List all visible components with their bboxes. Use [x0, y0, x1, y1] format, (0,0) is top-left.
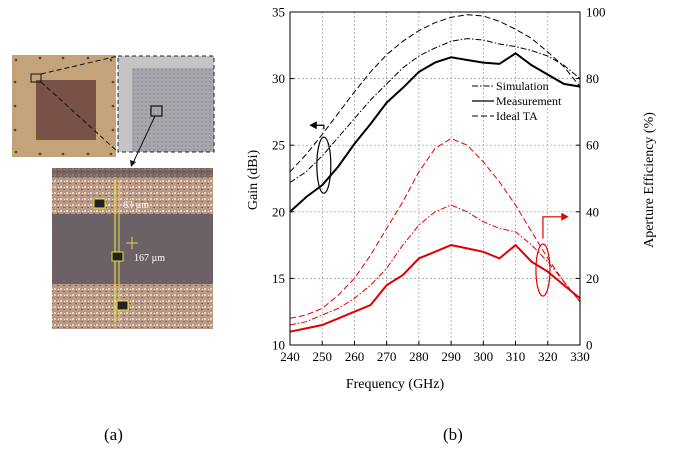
gain-arrow-line — [315, 124, 325, 130]
label-83um: 83 µm — [123, 200, 149, 211]
y-tick-label-right: 20 — [586, 271, 599, 286]
y-tick-label-left: 20 — [272, 204, 285, 219]
micro-arrow-line — [132, 115, 156, 164]
gain-curves-ellipse — [316, 136, 332, 194]
microscope-photo: 83 µm 167 µm — [52, 168, 213, 329]
panel-a-photos: 83 µm 167 µm — [0, 0, 225, 340]
y-tick-label-right: 40 — [586, 204, 599, 219]
plot-frame — [289, 11, 581, 346]
x-tick-label: 320 — [538, 349, 558, 364]
caption-a: (a) — [104, 425, 123, 444]
series-ideal-ta-gain — [289, 14, 581, 173]
y-tick-label-right: 80 — [586, 71, 599, 86]
axis-ticks: 240 250 260 270 280 290 300 310 320 3301015202530… — [272, 5, 606, 365]
x-tick-label: 250 — [312, 349, 332, 364]
x-tick-label: 330 — [570, 349, 590, 364]
zoom-connectors — [40, 55, 119, 153]
y-tick-label-left: 15 — [272, 271, 285, 286]
chart-series — [289, 14, 581, 333]
legend-label: Ideal TA — [496, 109, 538, 123]
screw-holes — [13, 56, 115, 156]
x-tick-label: 290 — [441, 349, 461, 364]
caption-b: (b) — [443, 425, 463, 444]
series-ideal-ta-efficiency — [289, 137, 581, 319]
y-tick-label-left: 35 — [272, 5, 285, 20]
y-tick-label-left: 10 — [272, 338, 285, 353]
plot-border — [289, 11, 581, 346]
x-tick-label: 260 — [345, 349, 365, 364]
chart-grid — [290, 12, 580, 345]
series-measurement-gain — [289, 52, 581, 213]
zoom-photo — [117, 55, 215, 153]
micro-arrow-head — [130, 160, 136, 167]
efficiency-arrow-head — [561, 212, 569, 221]
x-tick-label: 270 — [377, 349, 397, 364]
x-tick-label: 300 — [474, 349, 494, 364]
x-tick-label: 310 — [506, 349, 526, 364]
legend-label: Measurement — [496, 94, 562, 108]
y-tick-label-left: 25 — [272, 138, 285, 153]
series-measurement-efficiency — [289, 243, 581, 333]
y-tick-label-right: 100 — [586, 5, 606, 20]
label-167um: 167 µm — [134, 253, 165, 264]
series-simulation-efficiency — [289, 204, 581, 326]
x-tick-label: 280 — [409, 349, 429, 364]
x-tick-label: 240 — [280, 349, 300, 364]
x-axis-label: Frequency (GHz) — [346, 377, 445, 392]
y-tick-label-right: 60 — [586, 138, 599, 153]
board-photo — [12, 55, 116, 157]
y-axis-label-left: Gain (dBi) — [246, 150, 261, 211]
efficiency-arrow-line — [542, 216, 563, 239]
y-tick-label-left: 30 — [272, 71, 285, 86]
gain-arrow-head — [309, 121, 317, 130]
efficiency-curves-ellipse — [535, 243, 551, 297]
legend-label: Simulation — [496, 79, 549, 93]
series-simulation-gain — [289, 38, 581, 183]
panel-a-svg: 83 µm 167 µm — [12, 55, 215, 329]
y-tick-label-right: 0 — [586, 338, 593, 353]
chart-annotations — [309, 121, 569, 297]
y-axis-label-right: Aperture Efficiency (%) — [642, 112, 657, 248]
